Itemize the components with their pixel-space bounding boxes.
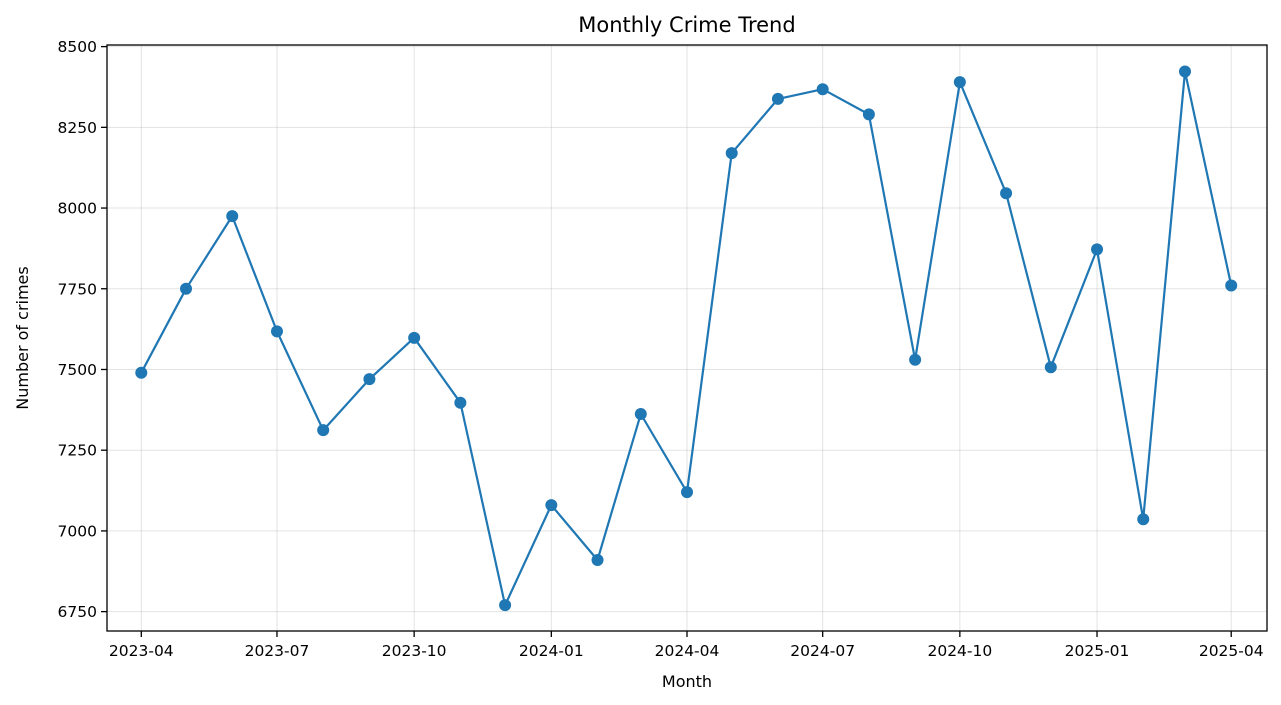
data-point bbox=[317, 424, 330, 437]
data-point bbox=[363, 373, 376, 386]
data-point bbox=[180, 282, 193, 295]
x-tick-label: 2023-10 bbox=[382, 642, 447, 660]
data-point bbox=[135, 366, 148, 379]
data-point bbox=[862, 108, 875, 121]
y-tick-label: 8500 bbox=[58, 38, 97, 56]
data-point bbox=[953, 76, 966, 89]
data-point bbox=[909, 353, 922, 366]
x-tick-label: 2025-01 bbox=[1065, 642, 1130, 660]
data-point bbox=[454, 396, 467, 409]
x-tick-label: 2025-04 bbox=[1199, 642, 1264, 660]
y-tick-label: 8250 bbox=[58, 119, 97, 137]
data-point bbox=[1091, 243, 1104, 256]
x-tick-label: 2024-07 bbox=[790, 642, 855, 660]
grid-lines bbox=[107, 45, 1267, 631]
data-point bbox=[725, 147, 738, 160]
data-point bbox=[408, 331, 421, 344]
y-tick-label: 6750 bbox=[58, 603, 97, 621]
chart-title: Monthly Crime Trend bbox=[578, 13, 795, 37]
data-point bbox=[1178, 65, 1191, 78]
data-point bbox=[591, 553, 604, 566]
y-tick-label: 7250 bbox=[58, 442, 97, 460]
data-point bbox=[1000, 187, 1013, 200]
y-tick-label: 7000 bbox=[58, 522, 97, 540]
data-point bbox=[226, 210, 239, 223]
data-point bbox=[771, 92, 784, 105]
series-line bbox=[140, 70, 1233, 607]
data-point bbox=[681, 486, 693, 499]
y-axis-label: Number of crimes bbox=[13, 266, 32, 409]
x-tick-label: 2024-01 bbox=[519, 642, 584, 660]
y-tick-label: 8000 bbox=[58, 200, 97, 218]
x-tick-label: 2024-04 bbox=[655, 642, 720, 660]
x-tick-label: 2024-10 bbox=[927, 642, 992, 660]
data-point bbox=[270, 325, 283, 338]
data-point bbox=[1044, 361, 1057, 374]
x-tick-label: 2023-07 bbox=[245, 642, 310, 660]
series bbox=[135, 65, 1238, 612]
axis-ticks: 6750 7000 7250 7500 7750 8000 8250 8500 2023-04 2… bbox=[58, 38, 1264, 660]
x-axis-label: Month bbox=[662, 672, 712, 691]
data-point bbox=[1137, 513, 1150, 526]
y-tick-label: 7750 bbox=[58, 280, 97, 298]
data-point bbox=[1225, 279, 1238, 292]
x-tick-label: 2023-04 bbox=[109, 642, 174, 660]
data-point bbox=[499, 599, 512, 612]
data-point bbox=[816, 83, 829, 96]
y-tick-label: 7500 bbox=[58, 361, 97, 379]
data-point bbox=[545, 499, 558, 512]
data-point bbox=[634, 408, 647, 421]
